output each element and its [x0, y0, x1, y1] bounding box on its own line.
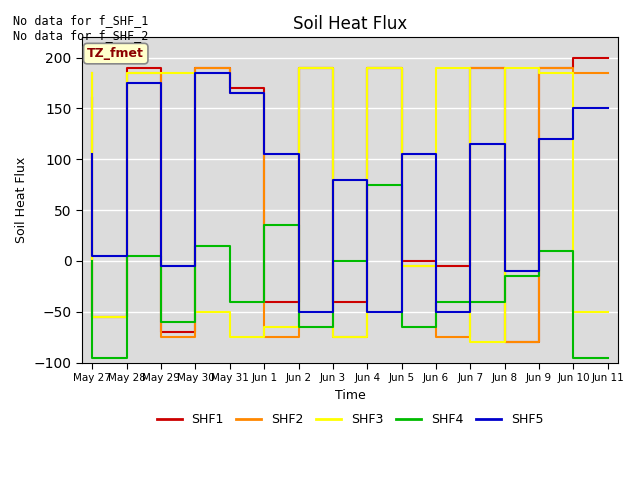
Legend: SHF1, SHF2, SHF3, SHF4, SHF5: SHF1, SHF2, SHF3, SHF4, SHF5: [152, 408, 548, 431]
X-axis label: Time: Time: [335, 389, 365, 402]
Title: Soil Heat Flux: Soil Heat Flux: [293, 15, 407, 33]
Text: No data for f_SHF_1
No data for f_SHF_2: No data for f_SHF_1 No data for f_SHF_2: [13, 14, 148, 42]
Text: TZ_fmet: TZ_fmet: [87, 47, 144, 60]
Y-axis label: Soil Heat Flux: Soil Heat Flux: [15, 157, 28, 243]
